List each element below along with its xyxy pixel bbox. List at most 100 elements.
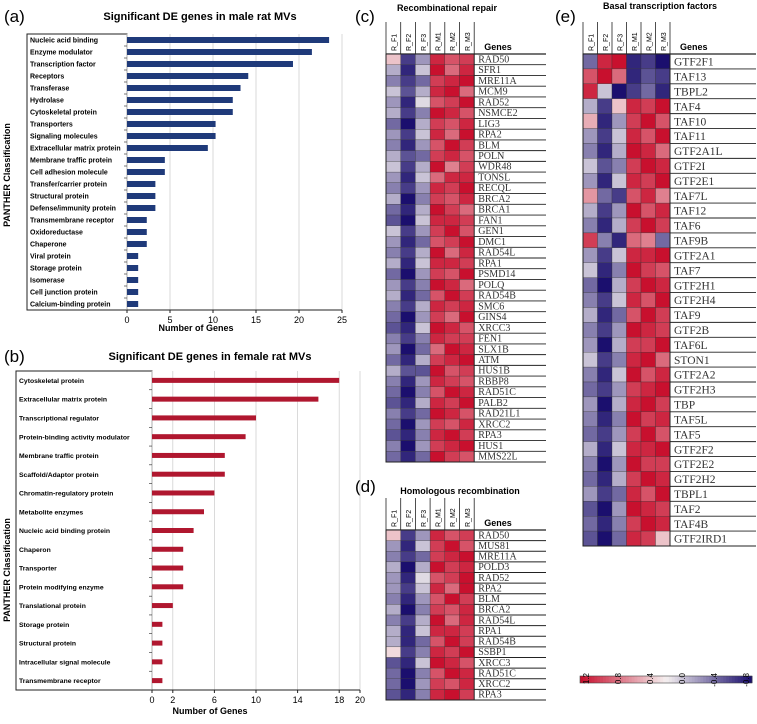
gene-label: RPA2	[478, 583, 502, 594]
heatmap-cell	[429, 53, 445, 65]
heatmap-cell	[400, 397, 416, 409]
heatmap-cell	[400, 451, 416, 463]
heatmap-cell	[626, 501, 642, 517]
category-label: Scaffold/Adaptor protein	[19, 472, 99, 479]
heatmap-cell	[459, 322, 475, 334]
heatmap-cell	[655, 486, 671, 502]
heatmap-cell	[444, 300, 460, 312]
category-label: Transporter	[19, 566, 57, 573]
heatmap-cell	[444, 529, 460, 541]
heatmap-cell	[444, 290, 460, 302]
heatmap-cell	[429, 204, 445, 216]
heatmap-cell	[400, 204, 416, 216]
heatmap-cell	[444, 540, 460, 552]
heatmap-frame	[385, 53, 475, 463]
heatmap-cell	[429, 451, 445, 463]
heatmap-cell	[400, 322, 416, 334]
heatmap-cell	[655, 292, 671, 308]
bar	[152, 396, 319, 402]
heatmap-cell	[611, 530, 627, 547]
heatmap-cell	[626, 232, 642, 248]
bar	[127, 277, 139, 283]
heatmap-cell	[640, 143, 656, 159]
legend-swatch	[602, 676, 607, 683]
heatmap-cell	[640, 396, 656, 412]
legend-swatch	[688, 676, 693, 683]
gene-label: POLN	[478, 151, 504, 162]
bar	[127, 169, 165, 175]
legend-swatch	[588, 676, 592, 683]
legend-swatch	[600, 676, 604, 683]
heatmap-cell	[385, 582, 401, 594]
heatmap-cell	[459, 139, 475, 151]
heatmap-cell	[400, 225, 416, 237]
gene-label: GTF2F2	[674, 444, 714, 456]
heatmap-cell	[415, 257, 431, 269]
heatmap-cell	[611, 158, 627, 174]
heatmap-cell	[626, 277, 642, 293]
legend-swatch	[731, 676, 736, 683]
category-label: Storage protein	[30, 266, 82, 273]
heatmap-cell	[385, 96, 401, 108]
heatmap-cell	[415, 53, 431, 65]
heatmap-cell	[400, 257, 416, 269]
heatmap-cell	[582, 158, 598, 174]
category-label: Extracellular matrix protein	[19, 397, 107, 404]
heatmap-cell	[429, 268, 445, 280]
heatmap-cell	[385, 667, 401, 679]
heatmap-cell	[415, 354, 431, 366]
bar	[127, 181, 156, 187]
heatmap-cell	[626, 396, 642, 412]
legend-swatch	[625, 676, 630, 683]
heatmap-cell	[459, 440, 475, 452]
heatmap-cell	[611, 337, 627, 353]
heatmap-cell	[415, 150, 431, 162]
gene-label: GTF2IRD1	[674, 534, 727, 546]
legend-swatch	[694, 676, 698, 683]
heatmap-cell	[400, 657, 416, 669]
legend-swatch	[614, 676, 618, 683]
heatmap-cell	[385, 182, 401, 194]
heatmap-cell	[626, 352, 642, 368]
category-label: Extracellular matrix protein	[30, 146, 121, 153]
heatmap-cell	[385, 64, 401, 76]
gene-label: RAD51C	[478, 668, 516, 679]
heatmap-e-title: Basal transcription factors	[603, 1, 717, 11]
legend-frame	[579, 675, 753, 684]
heatmap-c-title: Recombinational repair	[397, 3, 498, 13]
heatmap-cell	[385, 150, 401, 162]
legend-swatch	[691, 676, 696, 683]
category-label: Chromatin-regulatory protein	[19, 491, 113, 498]
heatmap-cell	[385, 386, 401, 398]
heatmap-cell	[459, 333, 475, 345]
gene-label: FAN1	[478, 215, 502, 226]
gene-label: RPA1	[478, 626, 502, 637]
heatmap-cell	[385, 118, 401, 130]
heatmap-cell	[611, 113, 627, 129]
heatmap-cell	[611, 128, 627, 144]
heatmap-cell	[400, 689, 416, 701]
heatmap-cell	[459, 257, 475, 269]
heatmap-cell	[429, 625, 445, 637]
heatmap-cell	[429, 86, 445, 98]
heatmap-cell	[655, 158, 671, 174]
heatmap-cell	[611, 143, 627, 159]
category-label: Structural protein	[30, 194, 89, 201]
heatmap-cell	[582, 83, 598, 99]
x-tick-label: 20	[294, 315, 304, 325]
gene-label: BLM	[478, 140, 500, 151]
heatmap-cell	[626, 530, 642, 547]
heatmap-column-label: R_F2	[406, 510, 413, 527]
category-label: Metabolite enzymes	[19, 509, 83, 516]
heatmap-cell	[626, 217, 642, 234]
heatmap-cell	[626, 173, 642, 189]
heatmap-cell	[400, 107, 416, 119]
heatmap-cell	[429, 561, 445, 573]
heatmap-cell	[459, 375, 475, 387]
heatmap-cell	[640, 173, 656, 189]
heatmap-cell	[429, 311, 445, 323]
heatmap-cell	[459, 561, 475, 573]
heatmap-cell	[429, 333, 445, 345]
heatmap-cell	[626, 113, 642, 129]
heatmap-cell	[385, 161, 401, 173]
